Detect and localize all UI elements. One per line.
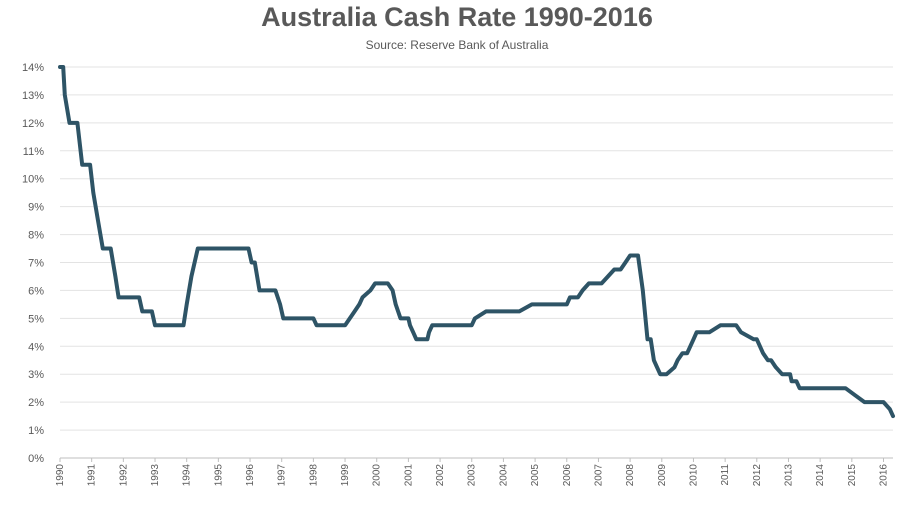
y-tick-label: 11% <box>23 146 44 158</box>
series-layer <box>58 65 895 419</box>
x-tick-label: 2005 <box>530 464 541 487</box>
x-axis: 1990 1991 1992 1993 1994 1995 1996 1997 1998 1999… <box>55 457 893 487</box>
x-tick-label: 2008 <box>625 464 636 487</box>
x-tick-label: 1990 <box>55 464 66 487</box>
x-tick-label: 2011 <box>720 464 731 486</box>
x-tick-label: 1992 <box>118 464 129 487</box>
y-tick-label: 13% <box>22 90 44 102</box>
y-tick-label: 4% <box>28 341 44 353</box>
y-tick-label: 6% <box>28 285 44 297</box>
x-tick-label: 1994 <box>182 464 193 487</box>
chart-subtitle: Source: Reserve Bank of Australia <box>365 38 549 52</box>
y-axis: 0% 1% 2% 3% 4% 5% 6% 7% 8% 9% 10% 11% 12% 13% 14% <box>22 62 44 465</box>
y-tick-label: 14% <box>22 62 44 74</box>
y-tick-label: 2% <box>28 397 44 409</box>
x-tick-label: 2014 <box>815 464 826 487</box>
y-tick-label: 10% <box>22 174 44 186</box>
x-tick-label: 2001 <box>403 464 414 487</box>
x-tick-label: 1998 <box>308 464 319 487</box>
series-line-cash-rate <box>58 65 895 419</box>
x-tick-label: 2007 <box>593 464 604 487</box>
y-tick-label: 5% <box>28 313 44 325</box>
x-tick-label: 2016 <box>878 464 889 487</box>
x-tick-label: 1999 <box>340 464 351 487</box>
x-tick-label: 2010 <box>688 464 699 487</box>
y-tick-label: 8% <box>28 230 44 242</box>
x-tick-label: 2009 <box>657 464 668 487</box>
x-tick-label: 2004 <box>498 464 509 487</box>
x-tick-label: 2013 <box>783 464 794 487</box>
y-tick-label: 7% <box>28 258 44 270</box>
x-tick-label: 2002 <box>435 464 446 487</box>
x-tick-label: 2015 <box>847 464 858 487</box>
x-tick-label: 2000 <box>372 464 383 487</box>
x-tick-label: 1993 <box>150 464 161 487</box>
gridlines <box>60 66 893 431</box>
x-tick-label: 1997 <box>277 464 288 487</box>
y-tick-label: 9% <box>28 202 44 214</box>
x-tick-label: 2003 <box>467 464 478 487</box>
x-tick-label: 1995 <box>213 464 224 487</box>
x-tick-label: 2012 <box>752 464 763 487</box>
x-tick-label: 1991 <box>87 464 98 487</box>
x-tick-label: 1996 <box>245 464 256 487</box>
x-tick-label: 2006 <box>562 464 573 487</box>
y-tick-label: 0% <box>28 453 44 465</box>
y-tick-label: 1% <box>28 425 44 437</box>
y-tick-label: 3% <box>28 369 44 381</box>
chart-title: Australia Cash Rate 1990-2016 <box>261 2 653 32</box>
y-tick-label: 12% <box>22 118 44 130</box>
